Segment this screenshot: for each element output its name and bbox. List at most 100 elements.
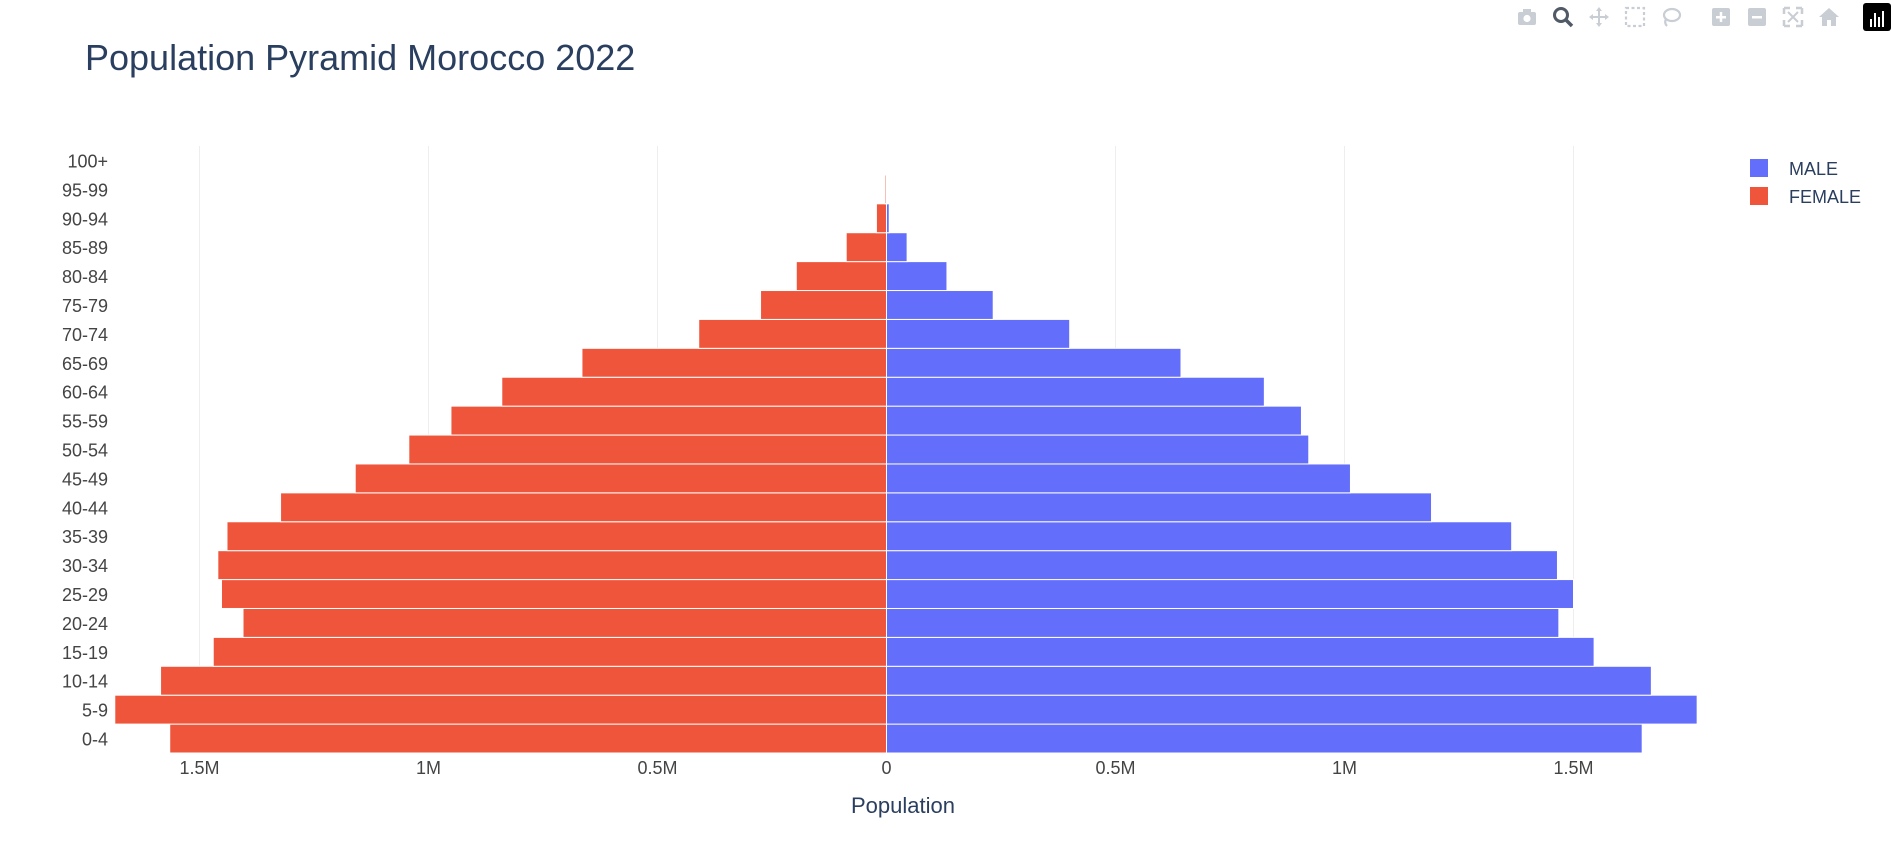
x-axis-title: Population bbox=[851, 793, 955, 818]
reset-axes-icon bbox=[1819, 8, 1839, 26]
pan-icon bbox=[1589, 7, 1609, 27]
lasso-select-button[interactable] bbox=[1657, 3, 1685, 31]
female-bar-35-39[interactable] bbox=[226, 521, 888, 552]
y-tick-labels: 0-4 5-9 10-14 15-19 20-24 25-29 30-34 35-39 40-4… bbox=[62, 151, 108, 749]
male-bar-30-34[interactable] bbox=[886, 550, 1558, 581]
zoom-in-icon bbox=[1712, 8, 1730, 26]
female-bar-5-9[interactable] bbox=[114, 694, 887, 725]
x-tick-labels: 1.5M 1M 0.5M 0 0.5M 1M 1.5M bbox=[179, 758, 1593, 778]
male-bar-65-69[interactable] bbox=[886, 347, 1182, 378]
male-bar-35-39[interactable] bbox=[886, 521, 1513, 552]
autoscale-icon bbox=[1782, 6, 1804, 28]
zoom-icon bbox=[1553, 7, 1574, 28]
y-tick-label: 80-84 bbox=[62, 267, 108, 287]
female-bar-70-74[interactable] bbox=[698, 318, 887, 349]
modebar bbox=[1505, 2, 1891, 32]
zoom-in-button[interactable] bbox=[1707, 3, 1735, 31]
male-bar-75-79[interactable] bbox=[886, 290, 994, 320]
legend-item-male[interactable]: MALE bbox=[1750, 159, 1838, 179]
y-tick-label: 60-64 bbox=[62, 383, 108, 403]
female-bar-95-99[interactable] bbox=[884, 174, 887, 205]
x-tick-label: 1M bbox=[416, 758, 441, 778]
x-tick-label: 1M bbox=[1332, 758, 1357, 778]
female-bar-90-94[interactable] bbox=[875, 203, 888, 234]
y-tick-label: 15-19 bbox=[62, 643, 108, 663]
female-bar-40-44[interactable] bbox=[280, 492, 888, 523]
male-bar-15-19[interactable] bbox=[886, 636, 1595, 667]
male-bar-25-29[interactable] bbox=[886, 579, 1574, 609]
camera-button[interactable] bbox=[1513, 3, 1541, 31]
male-bar-5-9[interactable] bbox=[886, 694, 1698, 725]
male-bar-50-54[interactable] bbox=[886, 434, 1310, 465]
y-tick-label: 100+ bbox=[67, 151, 108, 171]
male-bar-80-84[interactable] bbox=[886, 261, 948, 292]
box-select-button[interactable] bbox=[1621, 3, 1649, 31]
female-bar-100+[interactable] bbox=[885, 145, 888, 176]
female-bar-75-79[interactable] bbox=[760, 290, 887, 320]
legend-label: MALE bbox=[1789, 159, 1838, 179]
y-tick-label: 85-89 bbox=[62, 238, 108, 258]
zoom-button[interactable] bbox=[1549, 3, 1577, 31]
male-bar-40-44[interactable] bbox=[886, 492, 1433, 523]
female-bar-80-84[interactable] bbox=[795, 261, 887, 292]
x-tick-label: 1.5M bbox=[179, 758, 219, 778]
x-tick-label: 1.5M bbox=[1553, 758, 1593, 778]
y-tick-label: 55-59 bbox=[62, 412, 108, 432]
male-bar-70-74[interactable] bbox=[886, 318, 1071, 349]
legend: MALE FEMALE bbox=[1750, 159, 1861, 207]
camera-icon bbox=[1518, 9, 1536, 25]
y-tick-label: 40-44 bbox=[62, 498, 108, 518]
female-bar-85-89[interactable] bbox=[845, 232, 887, 263]
female-bar-60-64[interactable] bbox=[501, 376, 887, 407]
male-bar-0-4[interactable] bbox=[886, 723, 1643, 754]
female-bar-15-19[interactable] bbox=[212, 636, 888, 667]
x-tick-label: 0 bbox=[881, 758, 891, 778]
y-tick-label: 70-74 bbox=[62, 325, 108, 345]
legend-item-female[interactable]: FEMALE bbox=[1750, 187, 1861, 207]
pan-button[interactable] bbox=[1585, 3, 1613, 31]
male-bar-10-14[interactable] bbox=[886, 665, 1652, 696]
y-tick-label: 35-39 bbox=[62, 527, 108, 547]
y-tick-label: 0-4 bbox=[82, 730, 108, 750]
y-tick-label: 10-14 bbox=[62, 672, 108, 692]
y-tick-label: 25-29 bbox=[62, 585, 108, 605]
plotly-logo-icon[interactable] bbox=[1863, 3, 1891, 31]
female-bar-50-54[interactable] bbox=[408, 434, 887, 465]
y-tick-label: 5-9 bbox=[82, 701, 108, 721]
male-bar-55-59[interactable] bbox=[886, 405, 1302, 436]
male-bar-60-64[interactable] bbox=[886, 376, 1265, 407]
bars bbox=[114, 145, 1698, 754]
y-tick-label: 45-49 bbox=[62, 469, 108, 489]
female-bar-20-24[interactable] bbox=[242, 607, 887, 638]
female-bar-25-29[interactable] bbox=[220, 579, 887, 609]
male-bar-45-49[interactable] bbox=[886, 463, 1351, 494]
lasso-select-icon bbox=[1662, 7, 1682, 27]
y-tick-label: 65-69 bbox=[62, 354, 108, 374]
female-bar-55-59[interactable] bbox=[450, 405, 887, 436]
x-tick-label: 0.5M bbox=[1095, 758, 1135, 778]
female-bar-10-14[interactable] bbox=[160, 665, 887, 696]
y-tick-label: 50-54 bbox=[62, 441, 108, 461]
x-tick-label: 0.5M bbox=[637, 758, 677, 778]
y-tick-label: 20-24 bbox=[62, 614, 108, 634]
male-bar-85-89[interactable] bbox=[886, 232, 908, 263]
legend-label: FEMALE bbox=[1789, 187, 1861, 207]
female-bar-45-49[interactable] bbox=[354, 463, 888, 494]
y-tick-label: 75-79 bbox=[62, 296, 108, 316]
reset-axes-button[interactable] bbox=[1815, 3, 1843, 31]
female-bar-30-34[interactable] bbox=[217, 550, 887, 581]
chart-title: Population Pyramid Morocco 2022 bbox=[85, 37, 635, 78]
female-bar-0-4[interactable] bbox=[169, 723, 888, 754]
zoom-out-button[interactable] bbox=[1743, 3, 1771, 31]
y-tick-label: 95-99 bbox=[62, 180, 108, 200]
y-tick-label: 30-34 bbox=[62, 556, 108, 576]
legend-swatch bbox=[1750, 187, 1768, 205]
legend-swatch bbox=[1750, 159, 1768, 177]
zoom-out-icon bbox=[1748, 8, 1766, 26]
autoscale-button[interactable] bbox=[1779, 3, 1807, 31]
male-bar-20-24[interactable] bbox=[886, 607, 1560, 638]
female-bar-65-69[interactable] bbox=[581, 347, 887, 378]
box-select-icon bbox=[1624, 6, 1646, 28]
y-tick-label: 90-94 bbox=[62, 209, 108, 229]
